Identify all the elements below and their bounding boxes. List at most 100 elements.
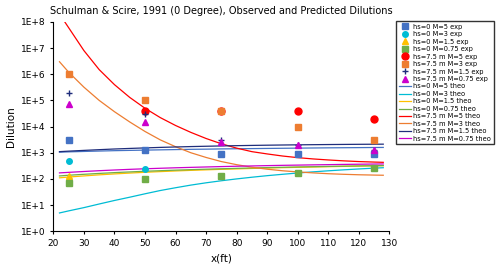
hs=7.5 m M=0.75 exp [371,148,377,151]
hs=0 M=1.5 theo [264,167,270,170]
hs=0 M=0.75 exp [218,174,224,178]
hs=7.5 m M=3 theo [340,173,346,176]
hs=0 M=3 theo [356,167,362,171]
hs=7.5 m M=1.5 exp [371,148,377,151]
hs=7.5 m M=0.75 theo [356,163,362,166]
hs=7.5 m M=1.5 theo [112,147,117,151]
Line: hs=7.5 m M=0.75 exp: hs=7.5 m M=0.75 exp [66,102,377,153]
hs=7.5 m M=5 theo [234,147,239,150]
hs=7.5 m M=5 theo [310,157,316,161]
hs=0 M=3 theo [56,211,62,215]
hs=7.5 m M=1.5 theo [172,145,178,148]
Line: hs=0 M=0.75 theo: hs=0 M=0.75 theo [60,165,384,176]
hs=7.5 m M=3 exp [66,73,71,76]
Line: hs=7.5 m M=0.75 theo: hs=7.5 m M=0.75 theo [60,164,384,173]
hs=7.5 m M=1.5 exp [294,143,300,147]
hs=7.5 m M=0.75 exp [294,143,300,147]
hs=7.5 m M=5 theo [96,68,102,71]
hs=7.5 m M=0.75 theo [380,162,386,165]
hs=0 M=5 theo [340,146,346,149]
Line: hs=7.5 m M=1.5 exp: hs=7.5 m M=1.5 exp [65,89,378,153]
hs=7.5 m M=5 theo [294,156,300,159]
hs=0 M=5 theo [81,150,87,153]
hs=0 M=3 theo [188,183,194,187]
hs=7.5 m M=0.75 theo [218,165,224,168]
hs=0 M=5 theo [294,147,300,150]
hs=7.5 m M=0.75 theo [188,166,194,169]
hs=0 M=3 theo [126,196,132,199]
hs=0 M=3 theo [66,209,71,213]
hs=0 M=0.75 theo [326,165,332,168]
hs=0 M=5 theo [218,147,224,151]
hs=0 M=0.75 theo [81,173,87,176]
hs=7.5 m M=5 theo [158,116,164,119]
hs=0 M=0.75 theo [294,165,300,169]
hs=0 M=0.75 theo [112,171,117,174]
hs=0 M=0.75 theo [264,166,270,169]
Line: hs=7.5 m M=3 exp: hs=7.5 m M=3 exp [66,72,377,143]
hs=0 M=5 theo [56,151,62,154]
hs=0 M=0.75 theo [249,166,255,169]
Line: hs=0 M=5 exp: hs=0 M=5 exp [66,137,377,157]
hs=0 M=5 exp [218,152,224,155]
hs=7.5 m M=1.5 theo [310,143,316,146]
hs=7.5 m M=0.75 theo [326,163,332,166]
hs=0 M=0.75 theo [310,165,316,168]
hs=7.5 m M=3 exp [218,109,224,112]
X-axis label: x(ft): x(ft) [210,253,233,263]
hs=0 M=3 exp [66,159,71,162]
hs=0 M=1.5 theo [371,164,377,168]
hs=0 M=3 theo [234,177,239,180]
hs=7.5 m M=5 theo [371,160,377,164]
hs=0 M=0.75 theo [56,174,62,178]
hs=7.5 m M=5 theo [112,83,117,86]
hs=0 M=5 theo [158,148,164,151]
hs=0 M=0.75 theo [356,164,362,168]
Line: hs=0 M=5 theo: hs=0 M=5 theo [60,147,384,152]
hs=0 M=1.5 theo [172,169,178,173]
hs=0 M=3 theo [340,168,346,171]
hs=7.5 m M=3 theo [66,70,71,74]
hs=7.5 m M=3 theo [249,166,255,169]
hs=0 M=3 theo [310,170,316,174]
hs=0 M=0.75 theo [188,168,194,171]
hs=0 M=3 theo [203,181,209,185]
hs=7.5 m M=0.75 theo [280,164,285,167]
hs=0 M=3 theo [380,166,386,169]
hs=0 M=5 theo [188,148,194,151]
hs=7.5 m M=3 theo [172,145,178,148]
hs=7.5 m M=0.75 theo [264,164,270,167]
hs=7.5 m M=1.5 exp [218,139,224,142]
hs=7.5 m M=3 theo [280,169,285,172]
hs=0 M=5 theo [66,150,71,154]
hs=0 M=3 theo [158,189,164,192]
hs=7.5 m M=5 theo [66,26,71,29]
hs=7.5 m M=3 theo [380,174,386,177]
hs=0 M=1.5 theo [126,171,132,175]
hs=0 M=3 exp [142,167,148,171]
hs=7.5 m M=0.75 theo [249,164,255,168]
hs=7.5 m M=1.5 theo [188,145,194,148]
hs=0 M=0.75 theo [96,172,102,175]
hs=0 M=1.5 theo [340,165,346,168]
hs=0 M=5 exp [142,148,148,151]
hs=0 M=5 theo [280,147,285,150]
hs=7.5 m M=5 theo [249,150,255,153]
hs=7.5 m M=5 exp [142,109,148,112]
Line: hs=7.5 m M=5 exp: hs=7.5 m M=5 exp [142,107,378,122]
Line: hs=0 M=0.75 exp: hs=0 M=0.75 exp [66,166,377,186]
hs=0 M=5 exp [294,152,300,155]
hs=7.5 m M=1.5 theo [218,144,224,148]
hs=7.5 m M=1.5 theo [158,146,164,149]
hs=7.5 m M=1.5 theo [294,143,300,146]
hs=7.5 m M=1.5 theo [66,150,71,153]
hs=7.5 m M=0.75 exp [142,120,148,123]
hs=0 M=0.75 theo [280,166,285,169]
hs=7.5 m M=1.5 theo [340,143,346,146]
hs=0 M=0.75 theo [234,167,239,170]
hs=0 M=1.5 theo [142,171,148,174]
hs=7.5 m M=3 exp [142,99,148,102]
hs=0 M=5 theo [310,146,316,150]
hs=0 M=5 exp [66,139,71,142]
hs=7.5 m M=3 theo [112,110,117,113]
